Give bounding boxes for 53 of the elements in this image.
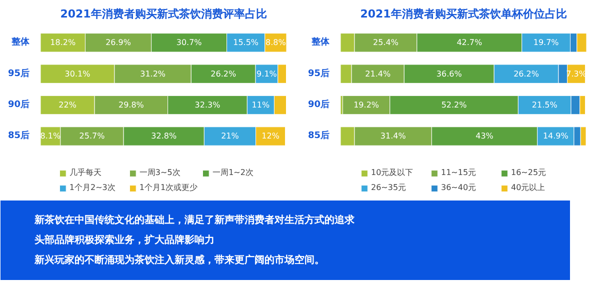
y-tick-label: 95后 [8, 68, 30, 79]
data-label: 19.2% [354, 100, 380, 110]
data-label: 9.1% [256, 69, 278, 78]
data-label: 30.1% [64, 69, 91, 78]
data-label: 15.5% [233, 38, 259, 48]
text: 新兴玩家的不断涌现为茶饮注入新灵感，带来更广阔的市场空间。 [34, 254, 325, 266]
data-label: 32.3% [194, 100, 221, 110]
legend-label: 40元以上 [511, 182, 546, 193]
data-label: 22% [58, 100, 77, 110]
data-label: 18.2% [50, 38, 76, 48]
legend-label: 10元及以下 [371, 167, 414, 178]
data-label: 30.7% [176, 38, 202, 48]
data-label: 29.8% [118, 100, 144, 110]
data-label: 14.9% [542, 132, 569, 141]
data-label: 21.4% [365, 69, 391, 78]
text: 新茶饮在中国传统文化的基础上，满足了新声带消费者对生活方式的追求 [34, 214, 356, 226]
data-label: 19.7% [533, 38, 560, 48]
data-label: 32.8% [151, 132, 177, 141]
data-label: 31.4% [380, 132, 406, 141]
data-label: 26.9% [106, 38, 132, 48]
data-label: 25.7% [79, 132, 106, 141]
data-label: 42.7% [456, 38, 483, 48]
data-label: 12% [262, 132, 280, 141]
legend-label: 11~15元 [441, 167, 478, 178]
data-label: 25.4% [373, 38, 399, 48]
legend-label: 1个月1次或更少 [139, 182, 198, 193]
y-tick-label: 90后 [308, 99, 330, 110]
data-label: 52.2% [441, 100, 468, 110]
legend-label: 16~25元 [511, 167, 548, 178]
y-tick-label: 85后 [308, 130, 330, 142]
text: 头部品牌积极探索业务，扩大品牌影响力 [34, 234, 215, 246]
legend-label: 36~40元 [441, 182, 478, 193]
y-tick-label: 90后 [8, 99, 30, 110]
data-label: 31.2% [140, 69, 166, 78]
legend-label: 一周1~2次 [212, 167, 254, 178]
y-tick-label: 95后 [308, 68, 330, 79]
data-label: 8.8% [266, 38, 286, 48]
data-label: 21% [221, 132, 240, 141]
data-label: 36.6% [436, 69, 462, 78]
y-tick-label: 整体 [310, 36, 330, 48]
legend-label: 26~35元 [371, 182, 408, 193]
chart-title: 2021年消费者购买新式茶饮单杯价位占比 [360, 8, 567, 20]
chart-title: 2021年消费者购买新式茶饮消费评率占比 [60, 8, 267, 20]
data-label: 21.5% [532, 100, 558, 110]
y-tick-label: 整体 [10, 36, 30, 48]
legend-label: 1个月2~3次 [69, 182, 116, 193]
data-label: 11% [252, 100, 270, 110]
y-tick-label: 85后 [8, 130, 30, 142]
data-label: 43% [476, 132, 494, 141]
data-label: 26.2% [514, 69, 540, 78]
legend-label: 几乎每天 [69, 167, 102, 178]
legend-label: 一周3~5次 [139, 167, 182, 178]
data-label: 26.2% [210, 69, 236, 78]
